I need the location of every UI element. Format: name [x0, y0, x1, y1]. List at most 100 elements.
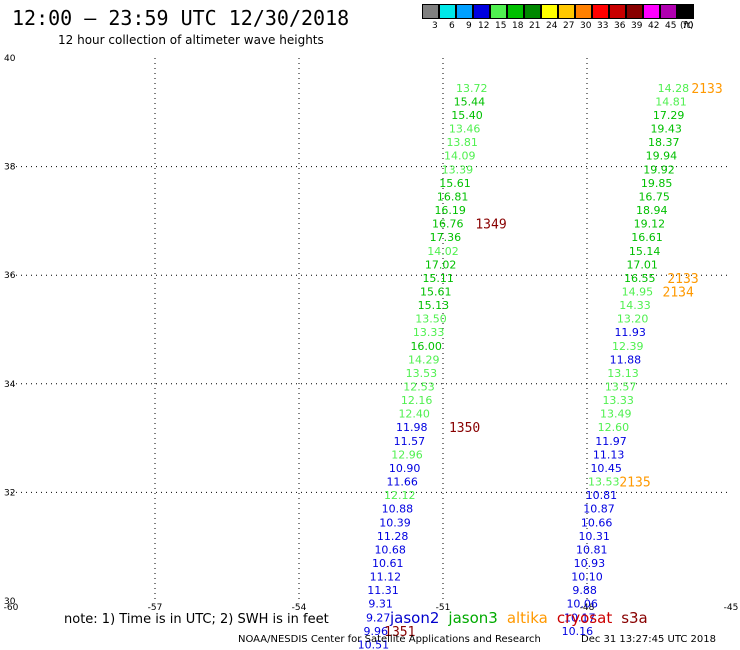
data-point-label: 15.40 [451, 109, 483, 122]
legend-swatch [643, 4, 660, 19]
data-point-label: 16.00 [410, 340, 442, 353]
y-tick-label: 40 [4, 54, 16, 64]
data-point-label: 10.16 [562, 625, 594, 638]
data-point-label: 13.57 [605, 381, 637, 394]
data-point-label: 11.31 [367, 584, 399, 597]
legend-label: 3 [432, 21, 438, 31]
data-point-label: 9.27 [366, 611, 391, 624]
satellite-legend-jason3: jason3 [448, 609, 498, 627]
legend-label: 15 [495, 21, 507, 31]
data-point-label: 13.13 [607, 367, 639, 380]
satellite-legend-cryosat: cryosat [556, 609, 613, 627]
legend-cell: 42 [643, 4, 660, 31]
data-point-label: 16.19 [434, 204, 466, 217]
data-point-label: 18.37 [648, 136, 680, 149]
y-tick-label: 32 [4, 488, 15, 498]
satellite-legend: jason2 jason3 altika cryosat s3a [390, 609, 657, 627]
y-tick-label: 36 [4, 271, 16, 281]
legend-label: 18 [512, 21, 524, 31]
data-point-label: 11.12 [370, 571, 402, 584]
data-point-label: 19.92 [643, 163, 675, 176]
data-point-label: 10.10 [571, 571, 603, 584]
data-point-label: 12.96 [391, 448, 423, 461]
data-point-label: 13.20 [617, 313, 649, 326]
data-point-label: 15.11 [422, 272, 454, 285]
data-point-label: 11.98 [396, 421, 428, 434]
data-point-label: 19.85 [641, 177, 673, 190]
x-tick-label: -48 [580, 603, 595, 613]
orbit-annotation: 2135 [619, 476, 650, 491]
data-point-label: 16.55 [624, 272, 656, 285]
orbit-annotation: 2134 [663, 285, 694, 300]
data-point-label: 10.51 [358, 638, 390, 650]
data-point-label: 9.96 [364, 625, 389, 638]
legend-label: 12 [478, 21, 490, 31]
legend-label: 33 [597, 21, 609, 31]
data-point-label: 11.97 [595, 435, 627, 448]
orbit-annotation: 1351 [384, 625, 415, 640]
x-tick-label: -54 [292, 603, 307, 613]
data-point-label: 11.57 [394, 435, 426, 448]
data-point-label: 13.50 [415, 313, 447, 326]
data-point-label: 10.45 [590, 462, 622, 475]
data-point-label: 9.31 [368, 598, 393, 611]
legend-swatch [422, 4, 439, 19]
legend-label: 27 [563, 21, 575, 31]
legend-swatch [439, 4, 456, 19]
x-tick-label: -57 [148, 603, 163, 613]
data-point-label: 13.33 [413, 326, 445, 339]
data-point-label: 13.53 [588, 476, 620, 489]
data-point-label: 10.06 [566, 598, 598, 611]
data-point-label: 12.16 [401, 394, 433, 407]
legend-label: 36 [614, 21, 626, 31]
legend-swatch [626, 4, 643, 19]
legend-cell: 15 [490, 4, 507, 31]
data-point-label: 19.43 [650, 123, 682, 136]
data-point-label: 12.53 [403, 381, 435, 394]
y-tick-label: 34 [4, 380, 16, 390]
orbit-annotation: 2133 [691, 82, 722, 97]
orbit-annotation: 2133 [667, 272, 698, 287]
legend-swatch [609, 4, 626, 19]
data-point-label: 19.94 [646, 150, 678, 163]
data-point-label: 10.39 [379, 516, 411, 529]
data-point-label: 10.88 [382, 503, 414, 516]
legend-swatch [456, 4, 473, 19]
data-point-label: 16.61 [631, 231, 663, 244]
data-point-label: 17.29 [653, 109, 685, 122]
data-point-label: 10.17 [564, 611, 596, 624]
legend-label: 70 [682, 21, 694, 31]
legend-swatch [592, 4, 609, 19]
legend-label: 45 [665, 21, 677, 31]
page-title: 12:00 — 23:59 UTC 12/30/2018 [12, 6, 350, 30]
data-point-label: 11.93 [614, 326, 646, 339]
data-point-label: 10.66 [581, 516, 613, 529]
data-point-label: 12.40 [398, 408, 430, 421]
legend-unit: (ft) [680, 21, 694, 31]
legend-swatch [575, 4, 592, 19]
legend-cell: 30 [575, 4, 592, 31]
y-tick-label: 38 [4, 163, 16, 173]
legend-cell: 18 [507, 4, 524, 31]
data-point-label: 11.28 [377, 530, 409, 543]
legend-swatch [490, 4, 507, 19]
legend-label: 30 [580, 21, 592, 31]
data-point-label: 10.31 [578, 530, 610, 543]
data-point-label: 13.33 [602, 394, 634, 407]
data-point-label: 15.14 [629, 245, 661, 258]
data-point-label: 15.13 [418, 299, 450, 312]
data-point-label: 12.12 [384, 489, 416, 502]
legend-cell: 6 [439, 4, 456, 31]
legend-swatch [660, 4, 677, 19]
legend-label: 39 [631, 21, 643, 31]
data-point-label: 13.72 [456, 82, 488, 95]
legend-label: 42 [648, 21, 660, 31]
data-point-label: 14.29 [408, 353, 440, 366]
legend-swatch [677, 4, 694, 19]
data-point-label: 19.12 [634, 218, 666, 231]
y-tick-label: 30 [4, 597, 16, 607]
data-point-label: 10.81 [576, 543, 608, 556]
legend-swatch [524, 4, 541, 19]
legend-label: 24 [546, 21, 558, 31]
